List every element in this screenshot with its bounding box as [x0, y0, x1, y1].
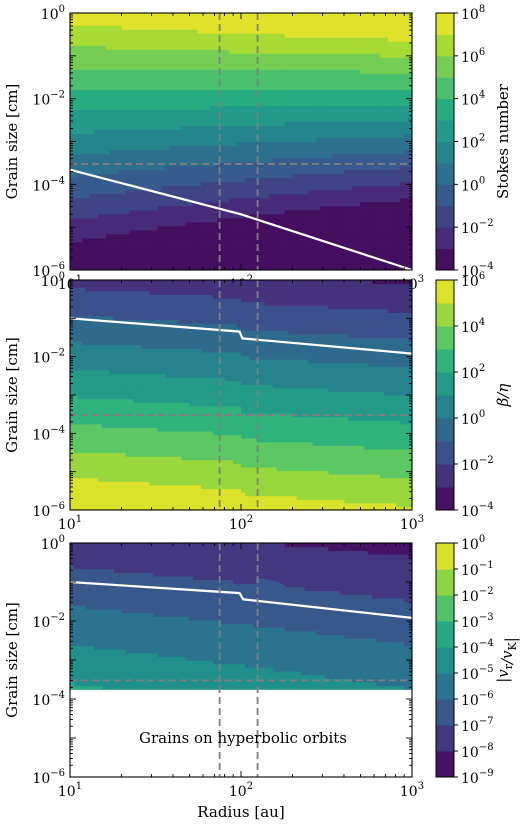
- colorbar-tick-label: 108: [461, 4, 485, 23]
- colorbar-segment: [436, 569, 454, 596]
- colorbar-label: Stokes number: [494, 83, 512, 199]
- y-tick-label: 100: [41, 4, 65, 23]
- colorbar-tick-label: 104: [461, 317, 485, 336]
- colorbar-frame: [435, 279, 455, 511]
- colorbar: 10−9 10−8 10−7 10−6 10−5 10−4 10−3 10−2 10−1 100 |…: [435, 534, 520, 787]
- y-tick-label: 100: [41, 534, 65, 553]
- colorbar-tick-label: 10−2: [461, 455, 494, 474]
- x-tick-label: 101: [58, 514, 82, 533]
- colorbar-segment: [436, 751, 454, 778]
- white-contour-line: [70, 317, 412, 355]
- colorbar-tick-label: 102: [461, 133, 485, 152]
- colorbar-tick-label: 102: [461, 363, 485, 382]
- panel-bottom: Grains on hyperbolic orbits 101 102 103 10−6…: [3, 534, 520, 821]
- x-tick-label: 102: [229, 781, 253, 800]
- colorbar-segment: [436, 673, 454, 700]
- colorbar-segment: [436, 464, 454, 488]
- colorbar-segment: [436, 77, 454, 100]
- colorbar-tick-label: 10−5: [461, 664, 494, 683]
- contour-field: [70, 13, 412, 270]
- colorbar-segment: [436, 326, 454, 350]
- colorbar-tick-label: 10−2: [461, 586, 494, 605]
- colorbar-segment: [436, 34, 454, 57]
- colorbar-segment: [436, 205, 454, 228]
- colorbar-segment: [436, 647, 454, 674]
- colorbar-segment: [436, 120, 454, 142]
- colorbar-segment: [436, 141, 454, 164]
- colorbar-tick-label: 100: [461, 534, 485, 553]
- colorbar-segment: [436, 248, 454, 271]
- y-tick-label: 10−4: [32, 175, 65, 194]
- white-contour-line: [70, 168, 412, 270]
- colorbar-tick-label: 10−8: [461, 742, 494, 761]
- contour-field: [70, 280, 412, 510]
- colorbar-tick-label: 104: [461, 90, 485, 109]
- colorbar-tick-label: 10−4: [461, 638, 494, 657]
- x-tick-label: 102: [229, 514, 253, 533]
- colorbar-tick-label: 10−6: [461, 690, 494, 709]
- y-tick-label: 10−6: [32, 261, 65, 280]
- colorbar-segment: [436, 621, 454, 648]
- colorbar-segment: [436, 55, 454, 78]
- colorbar: 10−4 10−2 100 102 104 106 β/η: [435, 271, 512, 520]
- y-tick-label: 10−2: [32, 90, 65, 109]
- colorbar-segment: [436, 395, 454, 419]
- colorbar-segment: [436, 372, 454, 396]
- y-tick-label: 10−6: [32, 768, 65, 787]
- colorbar-segment: [436, 725, 454, 752]
- x-axis-label: Radius [au]: [197, 803, 284, 821]
- colorbar-frame: [435, 542, 455, 778]
- colorbar-segment: [436, 699, 454, 726]
- y-tick-label: 10−2: [32, 348, 65, 367]
- white-contour-line: [70, 580, 412, 619]
- colorbar-tick-label: 10−3: [461, 612, 494, 631]
- y-tick-label: 10−6: [32, 501, 65, 520]
- colorbar-tick-label: 100: [461, 409, 485, 428]
- colorbar-segment: [436, 162, 454, 185]
- y-tick-label: 100: [41, 271, 65, 290]
- colorbar-tick-label: 10−1: [461, 560, 494, 579]
- x-tick-label: 103: [400, 781, 424, 800]
- colorbar-segment: [436, 227, 454, 250]
- colorbar-tick-label: 106: [461, 271, 485, 290]
- colorbar-segment: [436, 487, 454, 511]
- colorbar-segment: [436, 543, 454, 570]
- y-axis-label: Grain size [cm]: [3, 84, 21, 200]
- x-tick-label: 101: [58, 781, 82, 800]
- colorbar-tick-label: 10−2: [461, 218, 494, 237]
- colorbar-label: |vr/vK|: [494, 637, 520, 683]
- colorbar-segment: [436, 280, 454, 304]
- colorbar-segment: [436, 418, 454, 442]
- contour-field: [70, 543, 412, 777]
- annotation-hyperbolic: Grains on hyperbolic orbits: [139, 729, 347, 747]
- colorbar-label: β/η: [494, 384, 512, 408]
- colorbar: 10−4 10−2 100 102 104 106 108 Stokes number: [435, 4, 512, 280]
- colorbar-segment: [436, 184, 454, 207]
- y-axis-label: Grain size [cm]: [3, 602, 21, 718]
- contour-blob: [255, 578, 288, 591]
- colorbar-segment: [436, 441, 454, 465]
- y-tick-label: 10−2: [32, 612, 65, 631]
- colorbar-segment: [436, 595, 454, 622]
- x-tick-label: 103: [400, 514, 424, 533]
- colorbar-tick-label: 10−4: [461, 261, 494, 280]
- colorbar-segment: [436, 349, 454, 373]
- colorbar-tick-label: 100: [461, 175, 485, 194]
- colorbar-segment: [436, 98, 454, 121]
- colorbar-tick-label: 106: [461, 47, 485, 66]
- colorbar-tick-label: 10−4: [461, 501, 494, 520]
- colorbar-segment: [436, 303, 454, 327]
- y-tick-label: 10−4: [32, 690, 65, 709]
- panel-middle: 101 102 103 10−6 10−4 10−2 100 Grain size [cm] 1…: [3, 271, 512, 533]
- y-tick-label: 10−4: [32, 424, 65, 443]
- colorbar-tick-label: 10−7: [461, 716, 494, 735]
- colorbar-segment: [436, 13, 454, 35]
- y-axis-label: Grain size [cm]: [3, 337, 21, 453]
- colorbar-tick-label: 10−9: [461, 768, 494, 787]
